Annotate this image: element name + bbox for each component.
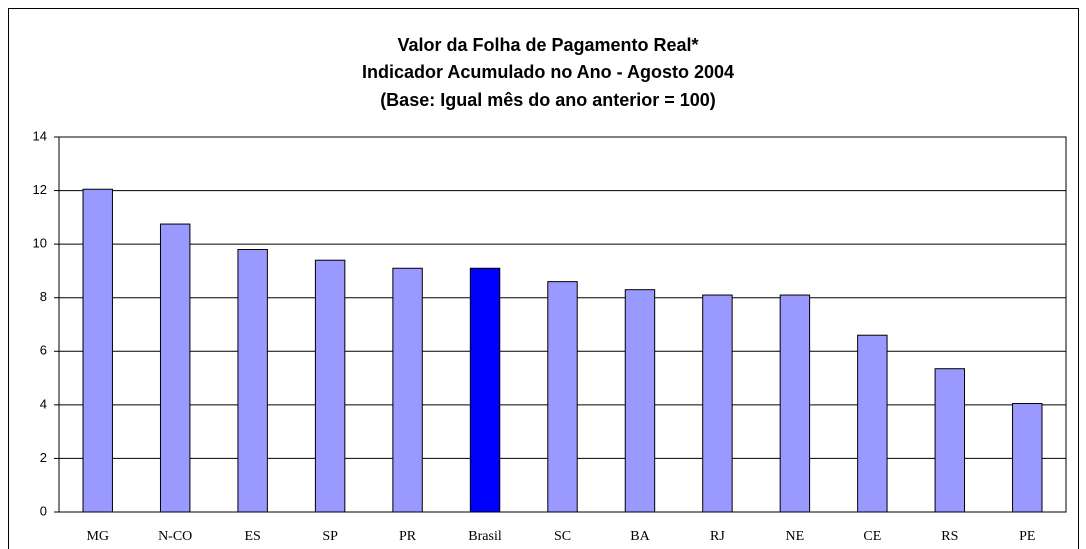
y-tick-label: 0 bbox=[40, 503, 47, 518]
chart-title: (Base: Igual mês do ano anterior = 100) bbox=[380, 90, 716, 110]
x-tick-label: N-CO bbox=[158, 529, 192, 544]
x-tick-label: ES bbox=[244, 529, 260, 544]
chart-title: Valor da Folha de Pagamento Real* bbox=[397, 35, 698, 55]
x-tick-label: RS bbox=[941, 529, 958, 544]
chart-border bbox=[8, 8, 1079, 549]
bar bbox=[702, 294, 733, 513]
x-tick-label: PR bbox=[399, 529, 417, 544]
y-tick-label: 6 bbox=[40, 343, 47, 358]
bar bbox=[779, 294, 811, 513]
x-tick-label: RJ bbox=[710, 529, 725, 544]
y-tick-label: 12 bbox=[33, 182, 47, 197]
y-tick-label: 4 bbox=[40, 396, 47, 411]
bar bbox=[159, 223, 191, 513]
bar bbox=[934, 368, 966, 513]
y-tick-label: 8 bbox=[40, 289, 47, 304]
bar bbox=[1012, 403, 1043, 513]
y-tick-label: 2 bbox=[40, 450, 47, 465]
x-tick-label: BA bbox=[630, 529, 650, 544]
x-tick-label: NE bbox=[786, 529, 805, 544]
x-tick-label: CE bbox=[863, 529, 881, 544]
x-tick-label: Brasil bbox=[468, 529, 502, 544]
x-tick-label: SC bbox=[554, 529, 571, 544]
bar bbox=[624, 289, 656, 513]
bar bbox=[82, 188, 113, 513]
y-tick-label: 14 bbox=[33, 128, 47, 143]
y-tick-label: 10 bbox=[33, 236, 47, 251]
bar bbox=[857, 334, 888, 513]
bar bbox=[392, 267, 423, 513]
bar bbox=[469, 267, 501, 513]
x-tick-label: MG bbox=[86, 529, 109, 544]
bar bbox=[237, 249, 268, 513]
chart-title: Indicador Acumulado no Ano - Agosto 2004 bbox=[362, 62, 734, 82]
x-tick-label: SP bbox=[322, 529, 338, 544]
bar bbox=[547, 281, 578, 513]
x-tick-label: PE bbox=[1019, 529, 1035, 544]
bar bbox=[314, 259, 346, 513]
